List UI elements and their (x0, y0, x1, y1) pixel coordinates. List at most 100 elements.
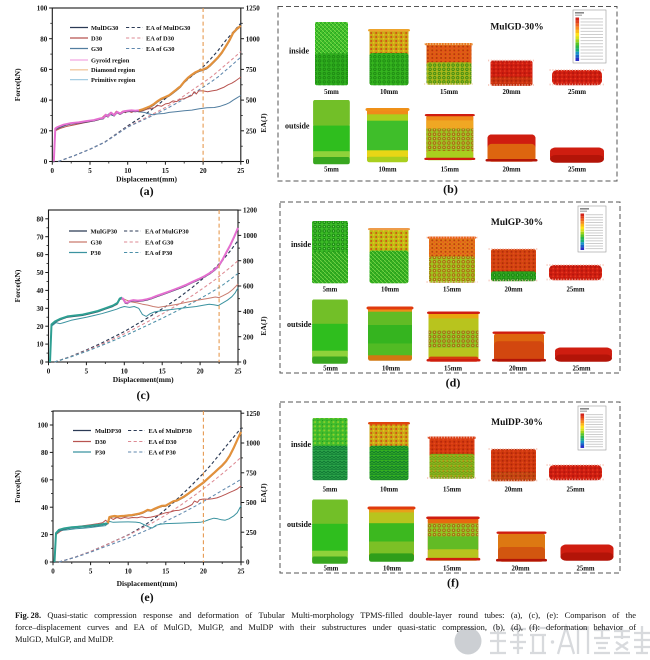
svg-text:20mm: 20mm (502, 167, 520, 174)
svg-text:Force(kN): Force(kN) (13, 68, 22, 101)
svg-text:0: 0 (243, 359, 247, 367)
svg-text:EA of MulGP30: EA of MulGP30 (145, 228, 189, 235)
svg-text:20mm: 20mm (504, 287, 522, 294)
svg-text:5: 5 (85, 368, 89, 376)
svg-text:80: 80 (37, 215, 45, 223)
svg-text:Force(kN): Force(kN) (13, 269, 22, 302)
svg-text:MulDP-30%: MulDP-30% (491, 418, 543, 428)
svg-text:250: 250 (246, 127, 257, 135)
svg-text:25: 25 (235, 368, 243, 376)
svg-text:15mm: 15mm (443, 487, 461, 494)
svg-text:5: 5 (88, 167, 92, 175)
svg-text:(b): (b) (443, 182, 458, 196)
svg-text:15mm: 15mm (441, 167, 459, 174)
svg-text:40: 40 (37, 287, 45, 295)
svg-text:800: 800 (243, 257, 254, 265)
svg-text:10mm: 10mm (378, 167, 396, 174)
svg-text:80: 80 (40, 35, 48, 43)
svg-text:200: 200 (243, 333, 254, 341)
svg-text:Displacement(mm): Displacement(mm) (117, 579, 178, 588)
svg-text:D30: D30 (91, 35, 102, 42)
svg-text:Force(kN): Force(kN) (13, 470, 22, 503)
svg-text:0: 0 (45, 559, 49, 567)
svg-text:10mm: 10mm (383, 566, 401, 573)
svg-text:5mm: 5mm (323, 287, 338, 294)
svg-text:5mm: 5mm (323, 487, 338, 494)
svg-text:outside: outside (287, 320, 312, 329)
svg-text:10: 10 (125, 568, 133, 576)
svg-text:G30: G30 (91, 46, 102, 53)
svg-text:EA(J): EA(J) (259, 316, 268, 336)
svg-text:10: 10 (37, 341, 45, 349)
svg-text:Primitive region: Primitive region (91, 77, 136, 84)
svg-text:MulGP-30%: MulGP-30% (491, 218, 543, 228)
svg-text:15: 15 (162, 568, 170, 576)
svg-text:EA of G30: EA of G30 (146, 46, 174, 53)
svg-text:80: 80 (41, 449, 49, 457)
svg-text:250: 250 (246, 529, 257, 537)
svg-text:500: 500 (246, 499, 257, 507)
svg-text:25mm: 25mm (568, 167, 586, 174)
svg-text:5: 5 (89, 568, 93, 576)
svg-text:0: 0 (47, 368, 51, 376)
svg-text:25: 25 (237, 167, 245, 175)
svg-text:500: 500 (246, 97, 257, 105)
svg-text:1000: 1000 (243, 232, 258, 240)
svg-text:20: 20 (37, 323, 45, 331)
svg-text:15mm: 15mm (440, 89, 458, 96)
svg-text:EA of D30: EA of D30 (146, 35, 174, 42)
svg-text:MulGP30: MulGP30 (91, 228, 118, 235)
svg-text:60: 60 (40, 66, 48, 74)
svg-text:EA of D30: EA of D30 (149, 439, 177, 446)
svg-text:70: 70 (37, 233, 45, 241)
svg-text:20: 20 (200, 167, 208, 175)
svg-text:0: 0 (51, 568, 55, 576)
svg-text:40: 40 (40, 97, 48, 105)
svg-text:Displacement(mm): Displacement(mm) (113, 375, 174, 384)
svg-text:Diamond region: Diamond region (91, 67, 136, 74)
svg-text:0: 0 (246, 559, 250, 567)
svg-text:10: 10 (121, 368, 129, 376)
svg-text:1250: 1250 (246, 410, 261, 418)
svg-text:MulGD-30%: MulGD-30% (490, 23, 543, 33)
svg-text:inside: inside (289, 47, 309, 56)
svg-text:25mm: 25mm (572, 366, 590, 373)
svg-text:(c): (c) (137, 388, 150, 402)
svg-text:inside: inside (291, 440, 311, 449)
svg-text:25mm: 25mm (566, 487, 584, 494)
svg-text:0: 0 (51, 167, 55, 175)
svg-text:1250: 1250 (246, 5, 260, 13)
svg-text:(d): (d) (446, 376, 461, 390)
svg-text:400: 400 (243, 308, 254, 316)
svg-text:EA of MulDG30: EA of MulDG30 (146, 25, 190, 32)
svg-text:25mm: 25mm (566, 287, 584, 294)
svg-text:25mm: 25mm (576, 566, 594, 573)
svg-text:inside: inside (291, 240, 311, 249)
svg-text:10: 10 (124, 167, 132, 175)
svg-text:30: 30 (37, 305, 45, 313)
svg-text:(e): (e) (140, 590, 153, 604)
svg-text:50: 50 (37, 269, 45, 277)
svg-text:750: 750 (246, 469, 257, 477)
svg-text:MulDG30: MulDG30 (91, 25, 118, 32)
svg-text:Displacement(mm): Displacement(mm) (116, 175, 177, 184)
svg-text:D30: D30 (95, 439, 106, 446)
svg-text:20mm: 20mm (502, 89, 520, 96)
svg-text:600: 600 (243, 283, 254, 291)
svg-text:MulDP30: MulDP30 (95, 428, 121, 435)
svg-text:20mm: 20mm (504, 487, 522, 494)
svg-text:100: 100 (38, 422, 49, 430)
svg-text:40: 40 (41, 504, 49, 512)
svg-text:60: 60 (41, 476, 49, 484)
svg-text:5mm: 5mm (323, 366, 338, 373)
svg-text:25: 25 (238, 568, 246, 576)
svg-text:EA(J): EA(J) (259, 113, 268, 133)
svg-text:20: 20 (200, 568, 208, 576)
svg-text:10mm: 10mm (380, 89, 398, 96)
svg-text:5mm: 5mm (324, 566, 339, 573)
svg-text:20mm: 20mm (509, 366, 527, 373)
svg-text:(a): (a) (140, 184, 154, 198)
svg-text:60: 60 (37, 251, 45, 259)
svg-text:20: 20 (197, 368, 205, 376)
svg-text:15mm: 15mm (444, 366, 462, 373)
